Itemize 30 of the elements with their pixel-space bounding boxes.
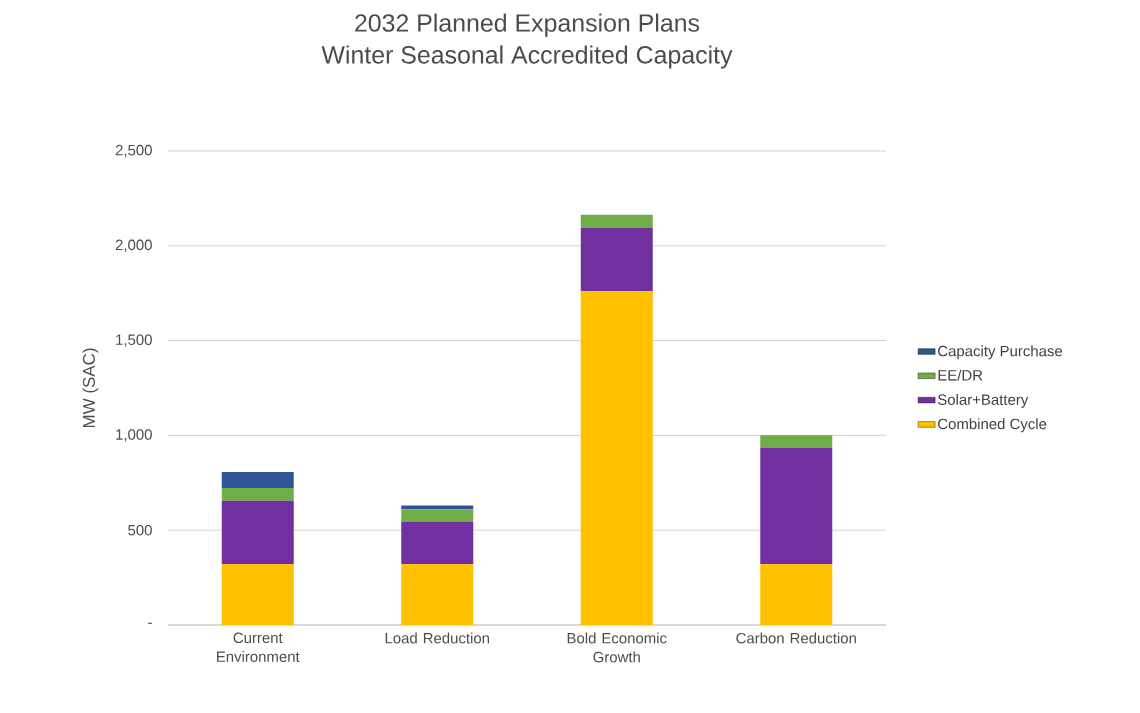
x-tick-label: Carbon Reduction xyxy=(736,632,856,644)
x-tick-label: Current Environment xyxy=(217,632,300,663)
y-tick-label: 1,500 xyxy=(116,334,152,347)
y-tick-label: 500 xyxy=(128,524,152,536)
y-tick-label: 2,500 xyxy=(115,144,152,158)
y-axis-title: MW (SAC) xyxy=(82,348,99,428)
legend-label: EE/DR xyxy=(938,369,983,381)
bar xyxy=(760,435,833,448)
y-tick-label: 2,000 xyxy=(115,239,152,252)
chart-subtitle: Winter Seasonal Accredited Capacity xyxy=(321,45,733,69)
y-tick-label: 1,000 xyxy=(116,429,152,442)
x-tick-label: Bold Economic Growth xyxy=(567,632,667,663)
bar xyxy=(760,564,833,625)
bar xyxy=(760,447,833,565)
legend-label: Combined Cycle xyxy=(938,418,1047,433)
bar xyxy=(221,564,294,625)
bar xyxy=(580,291,653,625)
legend-label: Capacity Purchase xyxy=(938,345,1063,360)
bar xyxy=(221,488,294,501)
y-tick-label: - xyxy=(148,622,152,624)
bar xyxy=(221,500,294,565)
legend-label: Solar+Battery xyxy=(937,393,1029,408)
chart-title: 2032 Planned Expansion Plans xyxy=(355,13,700,37)
bar xyxy=(401,509,474,523)
x-tick-label: Load Reduction xyxy=(385,632,490,644)
bar xyxy=(401,522,474,565)
bar xyxy=(580,214,653,228)
bar xyxy=(221,471,294,489)
bar xyxy=(401,564,474,625)
bar xyxy=(580,227,653,292)
